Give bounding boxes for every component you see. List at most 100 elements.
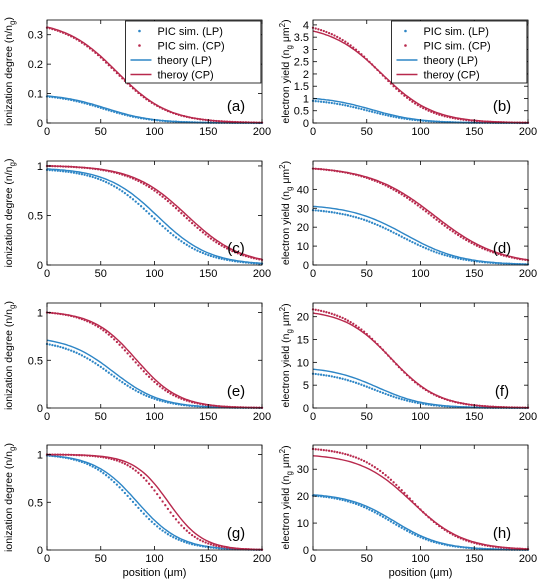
pic-point-lp (250, 261, 253, 265)
pic-point-cp (201, 118, 205, 121)
pic-point-cp (322, 310, 325, 313)
pic-point-cp (217, 545, 221, 548)
pic-point-cp (212, 119, 215, 122)
pic-point-cp (403, 491, 406, 495)
pic-point-cp (255, 257, 258, 260)
pic-point-cp (239, 547, 242, 551)
x-tick-label: 200 (253, 126, 271, 138)
pic-point-cp (121, 77, 124, 80)
pic-point-cp (392, 85, 395, 88)
pic-point-cp (505, 255, 508, 258)
pic-point-cp (422, 387, 425, 390)
pic-point-cp (397, 191, 401, 194)
pic-point-cp (115, 171, 119, 175)
pic-point-cp (422, 106, 425, 110)
pic-point-cp (153, 103, 156, 106)
pic-point-cp (456, 117, 460, 121)
pic-point-lp (354, 106, 358, 109)
pic-point-cp (147, 99, 151, 103)
pic-point-cp (94, 167, 97, 171)
pic-point-cp (411, 378, 414, 382)
pic-point-lp (389, 394, 393, 397)
pic-point-cp (379, 469, 382, 473)
pic-point-cp (502, 254, 505, 257)
pic-point-lp (430, 120, 433, 123)
x-tick-label: 200 (253, 268, 271, 280)
pic-point-lp (129, 114, 132, 118)
pic-point-cp (121, 461, 124, 464)
pic-point-lp (510, 262, 514, 266)
pic-point-cp (430, 391, 433, 395)
pic-point-cp (346, 171, 350, 175)
pic-point-lp (161, 400, 164, 403)
pic-point-cp (158, 106, 162, 109)
pic-point-cp (435, 522, 438, 526)
pic-point-lp (78, 459, 81, 463)
pic-point-cp (121, 173, 124, 176)
pic-point-lp (121, 190, 124, 193)
pic-point-lp (317, 494, 320, 498)
y-tick-label: 2.5 (294, 57, 309, 69)
panel-h: 0 50 100 150 200 0 10 20 30 (h) electron yield (ng… (278, 444, 537, 579)
pic-point-lp (446, 405, 449, 408)
pic-point-lp (427, 539, 430, 542)
pic-point-lp (387, 114, 390, 117)
pic-point-lp (400, 235, 403, 238)
pic-point-cp (172, 111, 175, 115)
pic-point-lp (325, 101, 328, 104)
pic-point-cp (204, 403, 207, 406)
pic-point-lp (59, 169, 62, 173)
pic-point-cp (188, 219, 191, 222)
x-tick-label: 200 (519, 268, 537, 280)
pic-point-cp (424, 108, 428, 111)
pic-point-cp (349, 44, 352, 47)
pic-point-cp (491, 251, 495, 254)
pic-point-cp (220, 120, 223, 123)
legend-label: theory (LP) (423, 55, 477, 67)
pic-point-lp (96, 363, 100, 367)
pic-point-cp (56, 312, 59, 315)
y-axis-label-part: g (8, 305, 17, 309)
pic-point-cp (499, 546, 503, 549)
y-axis-label-part: ) (280, 19, 292, 23)
pic-point-lp (123, 382, 127, 386)
pic-point-lp (53, 455, 57, 458)
pic-point-cp (510, 256, 514, 259)
y-tick-label: 4 (303, 20, 309, 32)
pic-point-lp (357, 107, 360, 110)
legend-label: theory (LP) (157, 55, 211, 67)
pic-point-lp (204, 545, 207, 548)
pic-point-lp (201, 545, 205, 548)
x-tick-label: 100 (411, 411, 429, 423)
pic-point-lp (94, 176, 97, 180)
pic-point-cp (223, 245, 226, 249)
x-axis-label: position (μm) (389, 567, 453, 579)
pic-point-lp (56, 96, 59, 99)
y-axis-label-part: ionization degree (n/n (3, 166, 15, 267)
pic-point-cp (470, 119, 473, 122)
pic-point-lp (70, 98, 73, 102)
y-tick-label: 0.2 (28, 59, 43, 71)
pic-point-lp (430, 403, 433, 407)
y-tick-label: 0 (37, 403, 43, 415)
pic-point-lp (118, 112, 121, 115)
pic-point-lp (94, 466, 97, 470)
pic-point-lp (185, 541, 188, 544)
pic-point-cp (145, 98, 148, 101)
pic-point-lp (387, 393, 390, 397)
pic-point-lp (322, 373, 325, 377)
pic-point-lp (166, 229, 170, 232)
y-axis-label-part: μm (280, 169, 292, 187)
x-tick-label: 100 (145, 126, 163, 138)
pic-point-lp (102, 107, 105, 110)
pic-point-lp (91, 175, 94, 179)
pic-point-lp (424, 538, 428, 541)
pic-point-cp (322, 448, 325, 452)
pic-point-lp (161, 529, 164, 532)
pic-point-cp (349, 321, 352, 324)
pic-point-cp (427, 109, 430, 112)
pic-point-lp (113, 375, 116, 378)
pic-point-lp (107, 182, 110, 185)
pic-point-lp (51, 169, 54, 172)
pic-point-lp (330, 375, 333, 378)
